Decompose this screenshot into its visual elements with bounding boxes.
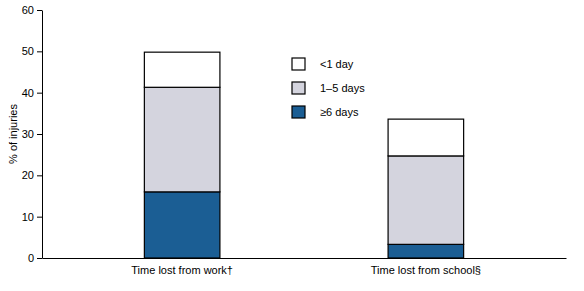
legend-item: ≥6 days [292,106,359,118]
tick-mark [37,258,42,259]
axis-line [42,11,43,259]
axis-line [43,258,567,259]
tick-mark [37,175,42,176]
plot: 0102030405060Time lost from work†Time lo… [22,4,567,276]
bar [144,192,220,258]
legend: <1 day 1–5 days ≥6 days [292,58,365,118]
tick-mark [37,51,42,52]
tick: 10 [22,211,42,223]
bars [144,52,463,258]
tick-mark [37,10,42,11]
tick-label: 40 [22,87,34,99]
tick-label: 20 [22,169,34,181]
legend-label: 1–5 days [320,82,365,94]
legend-item: 1–5 days [292,82,365,94]
tick: 40 [22,87,42,99]
bar [388,119,464,156]
legend-item: <1 day [292,58,354,70]
tick-label: 10 [22,211,34,223]
tick-mark [37,217,42,218]
tick-label: Time lost from work† [131,264,233,276]
bar [144,87,220,192]
tick: 60 [22,4,42,16]
legend-swatch [292,82,305,94]
y-axis-title: % of injuries [7,104,19,164]
x-axis: Time lost from work† Time lost from schoo… [43,258,567,276]
tick-label: 30 [22,128,34,140]
legend-swatch [292,106,305,118]
tick: Time lost from school§ [371,258,481,276]
tick: 50 [22,45,42,57]
tick-label: 0 [28,252,34,264]
tick-label: Time lost from school§ [371,264,481,276]
tick-mark [37,93,42,94]
bar [144,52,220,87]
tick: 0 [28,252,42,264]
tick-label: 60 [22,4,34,16]
tick: 20 [22,169,42,181]
tick-mark [37,134,42,135]
chart: 0102030405060Time lost from work†Time lo… [0,0,584,291]
series [144,52,463,156]
tick: 30 [22,128,42,140]
y-axis: 0 10 20 30 40 50 60 [22,4,43,264]
legend-label: ≥6 days [320,106,359,118]
tick-label: 50 [22,45,34,57]
legend-label: <1 day [320,58,354,70]
tick: Time lost from work† [131,258,233,276]
series [144,87,463,244]
legend-swatch [292,58,305,70]
bar [388,244,464,258]
bar [388,156,464,244]
